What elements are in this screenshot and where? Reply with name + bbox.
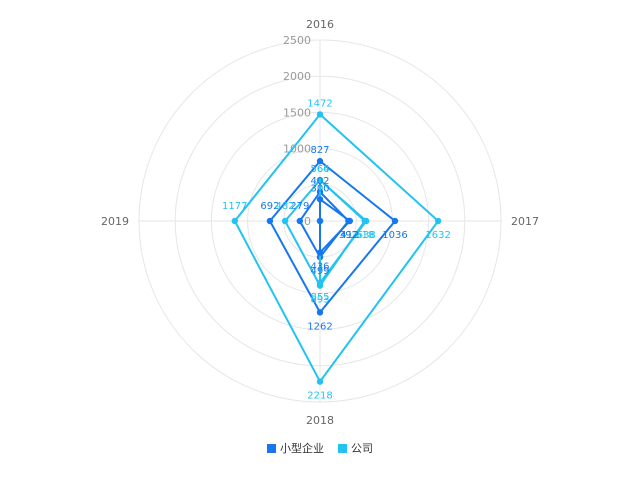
series-5-label-2017: 412 <box>340 230 359 241</box>
series-1-label-2016: 1472 <box>307 98 332 109</box>
series-2-label-2018: 499 <box>310 266 329 277</box>
series-2-label-2019: 279 <box>290 201 309 212</box>
series-3-point-2019[interactable] <box>281 217 289 225</box>
legend-label-company: 公司 <box>351 442 373 455</box>
series-4-point-2016[interactable] <box>316 176 324 184</box>
series-0-point-2016[interactable] <box>316 157 324 165</box>
series-0-label-2017: 1036 <box>382 230 407 241</box>
legend-label-small-business: 小型企业 <box>280 442 324 455</box>
series-2-point-2019[interactable] <box>296 217 304 225</box>
series-5-point-2016[interactable] <box>316 196 324 203</box>
series-5-point-2019[interactable] <box>316 217 324 225</box>
series-1-point-2019[interactable] <box>231 217 238 225</box>
series-3-label-2016: 566 <box>310 164 329 175</box>
series-5-label-2018: 436 <box>310 262 329 273</box>
tick-label-1500: 1500 <box>283 106 311 119</box>
series-5-label-2016: 300 <box>310 183 329 194</box>
legend: 小型企业 公司 <box>0 440 640 456</box>
series-5-point-2017[interactable] <box>346 217 354 225</box>
series-0-label-2019: 692 <box>260 201 279 212</box>
indicator-label-2018: 2018 <box>306 414 334 427</box>
legend-swatch-company <box>338 443 347 453</box>
series-2-label-2016: 402 <box>310 176 329 187</box>
series-1-point-2017[interactable] <box>434 217 442 225</box>
indicator-label-2016: 2016 <box>306 18 334 31</box>
series-2-label-2017: 392 <box>339 230 358 241</box>
legend-item-company[interactable]: 公司 <box>338 440 373 456</box>
series-0-point-2017[interactable] <box>391 217 399 225</box>
series-4-point-2017[interactable] <box>362 217 370 225</box>
series-1-point-2016[interactable] <box>316 111 324 118</box>
radar-labels: 827 1036 1262 692 1472 1632 2218 1177 402 392 499 2… <box>222 98 451 401</box>
series-1-polygon[interactable] <box>233 112 440 384</box>
series-1-label-2018: 2218 <box>307 391 332 402</box>
radar-series <box>231 111 442 385</box>
series-4-label-2017: 638 <box>357 230 376 241</box>
series-1-label-2019: 1177 <box>222 201 247 212</box>
tick-label-2000: 2000 <box>283 70 311 83</box>
series-5-point-2018[interactable] <box>316 249 324 256</box>
series-3-label-2018: 893 <box>310 295 329 306</box>
series-4-label-2016: 564 <box>310 164 329 175</box>
series-0-polygon[interactable] <box>268 159 397 315</box>
indicator-label-2019: 2019 <box>101 215 129 228</box>
series-4-label-2018: 855 <box>310 292 329 303</box>
legend-item-small-business[interactable]: 小型企业 <box>267 440 324 456</box>
series-0-point-2019[interactable] <box>266 217 274 225</box>
series-0-point-2018[interactable] <box>316 309 324 316</box>
tick-label-2500: 2500 <box>283 34 311 47</box>
series-1-label-2017: 1632 <box>425 230 450 241</box>
series-0-label-2018: 1262 <box>307 321 332 332</box>
series-1-point-2018[interactable] <box>316 378 324 385</box>
indicator-label-2017: 2017 <box>511 215 539 228</box>
series-3-label-2019: 482 <box>276 201 295 212</box>
legend-swatch-small-business <box>267 443 276 453</box>
tick-label-0: 0 <box>304 215 311 228</box>
series-0-label-2016: 827 <box>310 145 329 156</box>
series-3-label-2017: 618 <box>355 230 374 241</box>
series-4-point-2018[interactable] <box>316 279 324 287</box>
